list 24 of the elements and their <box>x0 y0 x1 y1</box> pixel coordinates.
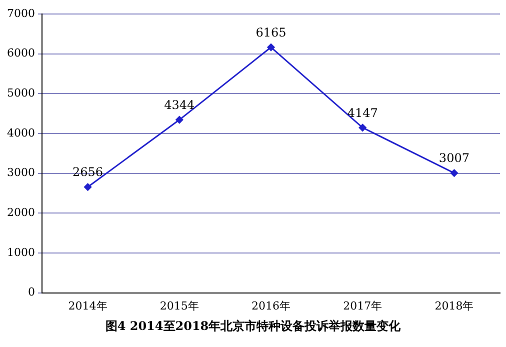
y-tick-label: 0 <box>28 286 35 299</box>
y-tick-label: 4000 <box>6 126 35 140</box>
x-tick-label: 2017年 <box>343 299 382 312</box>
x-tick-label: 2015年 <box>160 299 199 312</box>
x-tick-label: 2016年 <box>251 299 290 312</box>
text: 图4 2014至2018年北京市特种设备投诉举报数量变化 <box>104 318 402 335</box>
x-tick-label: 2014年 <box>68 299 108 312</box>
y-tick-label: 5000 <box>6 86 35 100</box>
point <box>84 183 92 191</box>
point <box>267 44 275 52</box>
point <box>176 116 184 124</box>
y-tick-label: 7000 <box>6 6 35 20</box>
point <box>358 124 366 132</box>
data-label: 2656 <box>72 165 104 180</box>
data-label: 4147 <box>347 106 378 120</box>
x-tick-label: 2018年 <box>434 299 474 312</box>
y-tick-label: 6000 <box>6 46 35 60</box>
y-tick-label: 3000 <box>6 166 35 180</box>
point <box>450 169 458 177</box>
y-tick-label: 2000 <box>6 206 35 219</box>
data-label: 4344 <box>164 98 196 112</box>
y-tick-label: 1000 <box>6 246 35 259</box>
data-label: 3007 <box>438 151 470 166</box>
data-label: 6165 <box>256 25 286 40</box>
